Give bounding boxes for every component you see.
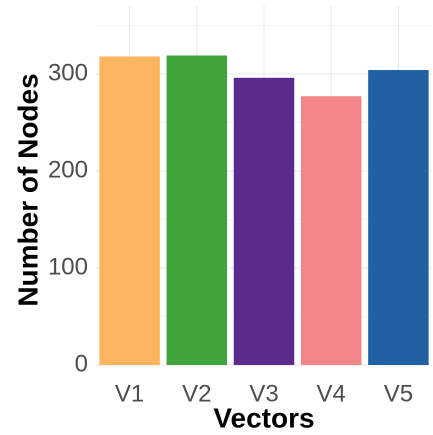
- bar: [99, 56, 160, 366]
- bar: [233, 77, 295, 366]
- x-tick-label: V5: [384, 380, 413, 407]
- bar: [300, 96, 362, 365]
- y-tick-label: 300: [48, 59, 88, 86]
- x-tick-label: V2: [182, 380, 211, 407]
- y-axis-title: Number of Nodes: [12, 73, 43, 306]
- bar: [166, 55, 228, 365]
- bar: [368, 70, 429, 365]
- y-tick-label: 0: [75, 350, 88, 377]
- x-tick-label: V4: [317, 380, 346, 407]
- x-axis-title: Vectors: [213, 402, 314, 433]
- y-tick-label: 200: [48, 156, 88, 183]
- x-tick-label: V1: [115, 380, 144, 407]
- x-tick-label: V3: [249, 380, 278, 407]
- y-tick-label: 100: [48, 253, 88, 280]
